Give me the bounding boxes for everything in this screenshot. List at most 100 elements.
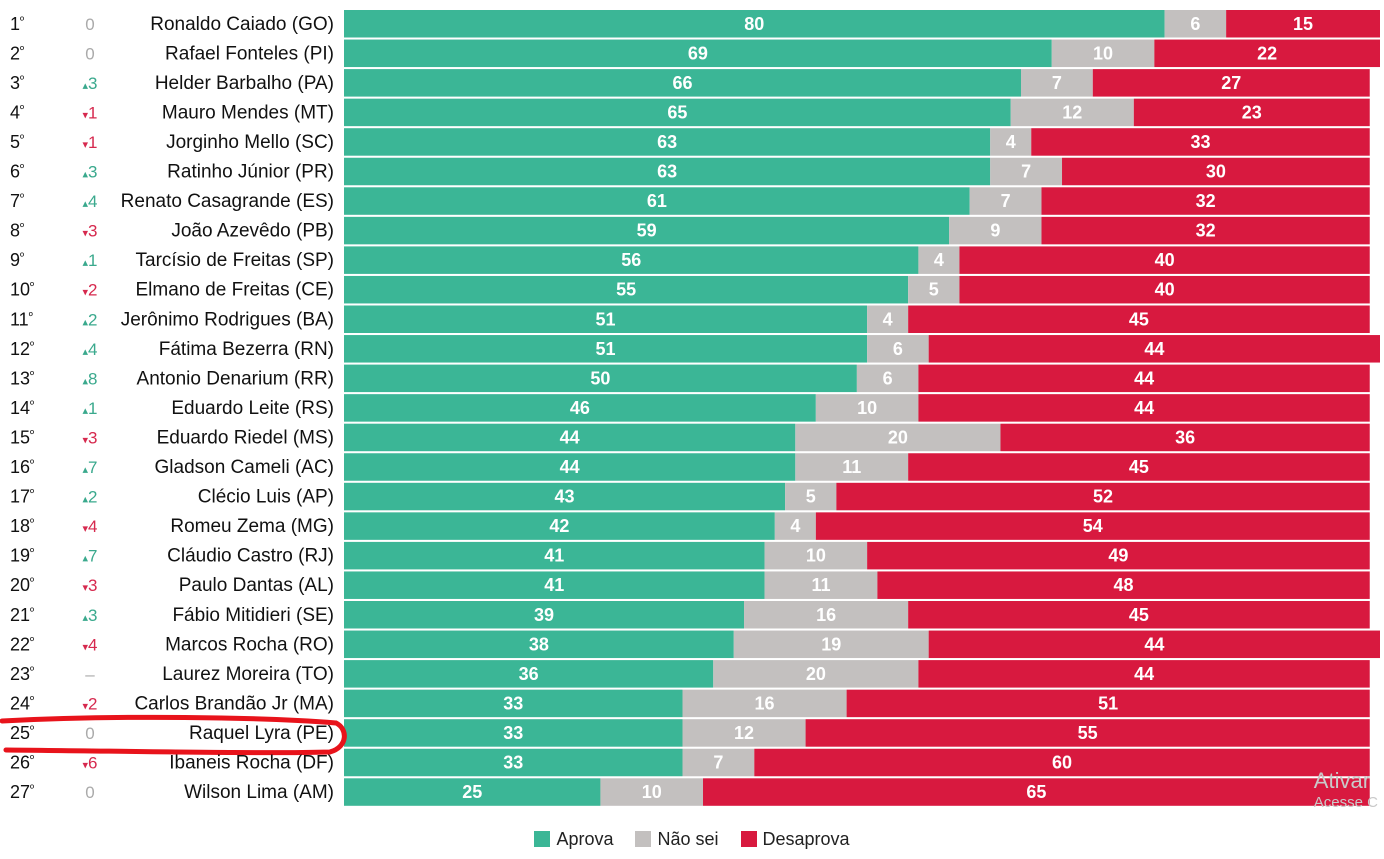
bar-value-label: 51 [596, 309, 616, 329]
rank-change: ▴2 [83, 488, 98, 507]
chart-legend: Aprova Não sei Desaprova [0, 826, 1384, 852]
rank-label: 24º [10, 693, 34, 713]
governor-name: Clécio Luis (AP) [198, 487, 334, 508]
bar-segment-n-o-sei [990, 128, 1032, 156]
bar-value-label: 33 [503, 753, 523, 773]
bar-value-label: 15 [1293, 14, 1313, 34]
bar-segment-aprova [344, 394, 816, 422]
bar-value-label: 43 [555, 487, 575, 507]
governor-name: Antonio Denarium (RR) [137, 368, 334, 389]
rank-label: 4º [10, 102, 24, 122]
bar-value-label: 69 [688, 43, 708, 63]
bar-value-label: 38 [529, 634, 549, 654]
rank-change: ▴4 [83, 192, 98, 211]
rank-label: 22º [10, 634, 34, 654]
bar-segment-aprova [344, 10, 1165, 38]
bar-value-label: 32 [1196, 221, 1216, 241]
bar-segment-desaprova [918, 364, 1370, 393]
rank-label: 14º [10, 398, 34, 418]
bar-segment-desaprova [918, 660, 1370, 688]
rank-change: ▾4 [83, 635, 98, 654]
bar-segment-aprova [344, 512, 775, 540]
rank-change: 0 [85, 44, 94, 63]
rank-change: ▾3 [83, 576, 98, 595]
rank-label: 17º [10, 487, 34, 507]
bar-segment-desaprova [908, 305, 1370, 333]
bar-segment-aprova [344, 601, 745, 629]
bar-value-label: 45 [1129, 457, 1149, 477]
bar-segment-n-o-sei [1164, 10, 1227, 38]
bar-value-label: 39 [534, 605, 554, 625]
governor-name: Jerônimo Rodrigues (BA) [121, 309, 334, 330]
governor-name: Tarcísio de Freitas (SP) [136, 250, 335, 271]
bar-value-label: 25 [462, 782, 482, 802]
bar-value-label: 63 [657, 132, 677, 152]
bar-segment-aprova [344, 216, 950, 245]
rank-label: 13º [10, 368, 34, 388]
rank-label: 18º [10, 516, 34, 536]
bar-segment-desaprova [908, 453, 1370, 481]
rank-change: ▾3 [83, 222, 98, 241]
bar-value-label: 42 [549, 516, 569, 536]
bar-value-label: 55 [1078, 723, 1098, 743]
rank-change: 0 [85, 724, 94, 743]
rank-label: 27º [10, 782, 34, 802]
bar-segment-n-o-sei [1020, 69, 1093, 97]
bar-segment-n-o-sei [744, 601, 909, 629]
rank-change: 0 [85, 783, 94, 802]
bar-value-label: 5 [929, 280, 939, 300]
bar-segment-desaprova [1031, 128, 1370, 156]
bar-segment-n-o-sei [918, 246, 960, 274]
bar-value-label: 11 [842, 457, 861, 477]
legend-swatch-nao-sei [635, 831, 652, 847]
rank-change: ▾4 [83, 517, 98, 536]
governor-name: Mauro Mendes (MT) [162, 102, 334, 123]
bar-segment-aprova [344, 423, 796, 452]
governor-name: Ibaneis Rocha (DF) [169, 753, 334, 774]
bar-segment-aprova [344, 482, 786, 511]
bar-segment-n-o-sei [785, 482, 837, 511]
legend-swatch-desaprova [740, 831, 757, 847]
bar-segment-desaprova [959, 275, 1370, 304]
rank-label: 25º [10, 723, 34, 743]
bar-segment-aprova [344, 689, 683, 718]
bar-value-label: 6 [883, 368, 893, 388]
bar-segment-desaprova [928, 630, 1380, 659]
bar-value-label: 44 [1134, 368, 1154, 388]
bar-segment-aprova [344, 39, 1052, 68]
bar-value-label: 23 [1242, 102, 1262, 122]
bar-segment-aprova [344, 305, 868, 333]
bar-value-label: 19 [821, 634, 841, 654]
bar-value-label: 46 [570, 398, 590, 418]
bar-value-label: 36 [519, 664, 539, 684]
bar-segment-aprova [344, 453, 796, 481]
governor-name: Gladson Cameli (AC) [155, 457, 335, 478]
bar-value-label: 4 [934, 250, 944, 270]
rank-change: ▾6 [83, 754, 98, 773]
bar-segment-n-o-sei [856, 364, 919, 393]
bar-value-label: 33 [503, 693, 523, 713]
legend-label-aprova: Aprova [556, 828, 614, 849]
bar-value-label: 44 [1144, 634, 1164, 654]
rank-label: 3º [10, 73, 24, 93]
rank-label: 5º [10, 132, 24, 152]
rank-change: – [85, 665, 95, 684]
rank-change: ▴8 [83, 369, 98, 388]
bar-value-label: 6 [893, 339, 903, 359]
bar-value-label: 65 [667, 102, 687, 122]
bar-value-label: 16 [816, 605, 836, 625]
bar-segment-desaprova [815, 512, 1370, 540]
rank-change: ▴2 [83, 310, 98, 329]
rank-label: 23º [10, 664, 34, 684]
legend-swatch-aprova [534, 831, 551, 847]
bar-value-label: 40 [1155, 250, 1175, 270]
bar-value-label: 20 [806, 664, 826, 684]
governor-name: Wilson Lima (AM) [184, 782, 334, 803]
bar-segment-n-o-sei [795, 423, 1001, 452]
bar-value-label: 51 [596, 339, 616, 359]
bar-value-label: 49 [1108, 546, 1128, 566]
bar-segment-aprova [344, 719, 683, 747]
bar-segment-desaprova [877, 571, 1370, 599]
bar-segment-desaprova [836, 482, 1370, 511]
bar-segment-n-o-sei [600, 778, 704, 806]
